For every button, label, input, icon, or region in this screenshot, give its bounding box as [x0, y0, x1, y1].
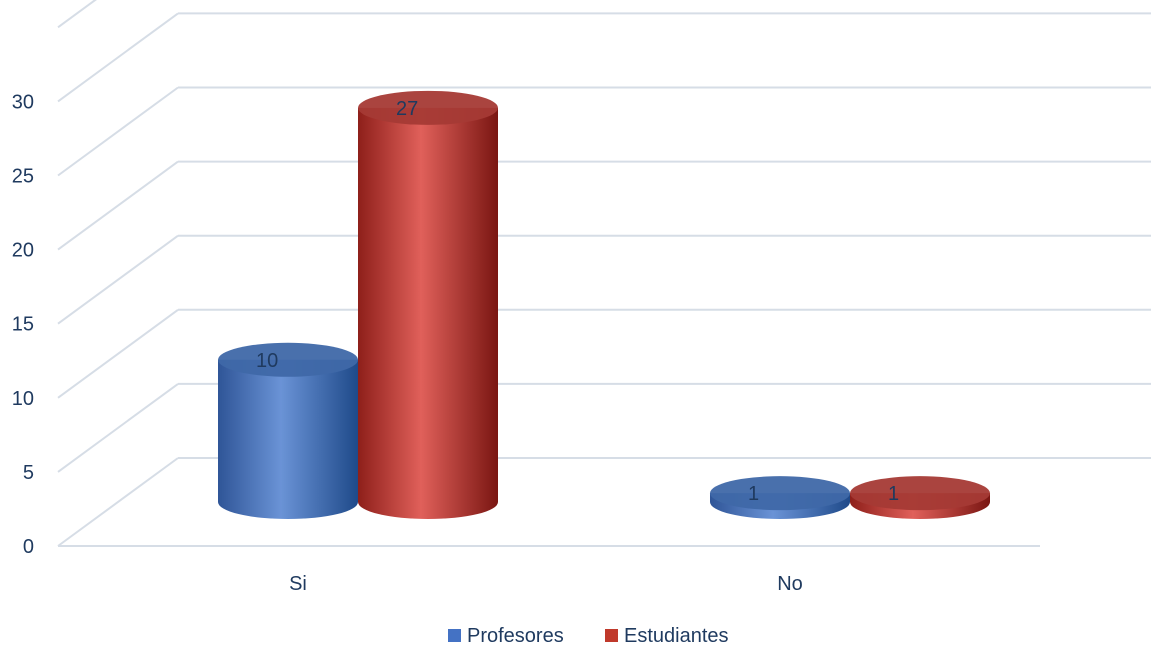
bar-body [218, 359, 358, 519]
bar-profesores-no: 1 [710, 476, 850, 519]
y-axis: 0 5 10 15 20 25 30 [12, 91, 34, 558]
data-label: 10 [256, 350, 278, 372]
category-label: Si [289, 573, 307, 595]
legend-swatch [448, 629, 461, 642]
gridline-side [57, 160, 179, 251]
bar-top [850, 476, 990, 511]
y-tick-label: 10 [12, 388, 34, 410]
gridline-side [57, 383, 179, 473]
bar-estudiantes-si: 27 [358, 90, 498, 520]
x-axis: Si No [289, 573, 803, 595]
legend-swatch [605, 629, 618, 642]
legend: Profesores Estudiantes [448, 625, 729, 647]
gridline-side [57, 234, 179, 325]
bars: 10 27 1 1 [218, 90, 990, 520]
y-tick-label: 15 [12, 314, 34, 336]
gridline-side [57, 12, 179, 103]
gridline-side [57, 0, 97, 29]
data-label: 27 [396, 98, 418, 120]
data-label: 1 [888, 483, 899, 505]
category-label: No [777, 573, 803, 595]
gridline-side [57, 86, 179, 177]
y-tick-label: 5 [23, 462, 34, 484]
bar-profesores-si: 10 [218, 342, 358, 519]
bar-estudiantes-no: 1 [850, 476, 990, 519]
y-tick-label: 25 [12, 166, 34, 188]
bar-top [710, 476, 850, 511]
bar-body [358, 107, 498, 520]
bar-top [358, 90, 498, 125]
bar-top [218, 342, 358, 377]
gridline-side [57, 308, 179, 399]
data-label: 1 [748, 483, 759, 505]
y-tick-label: 30 [12, 91, 34, 113]
y-tick-label: 20 [12, 240, 34, 262]
y-tick-label: 0 [23, 536, 34, 558]
gridline-side [57, 457, 179, 547]
legend-label: Estudiantes [624, 625, 729, 647]
legend-label: Profesores [467, 625, 564, 647]
